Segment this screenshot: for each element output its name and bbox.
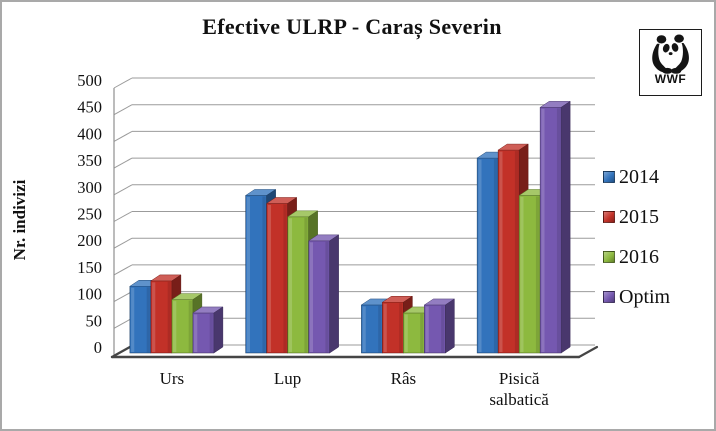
y-tick-label: 250 (77, 205, 102, 224)
legend-swatch-2014 (603, 171, 615, 183)
gridline-depth-tick (113, 317, 133, 329)
bar-Optim-Urs (192, 306, 224, 354)
y-tick-label: 450 (77, 98, 102, 117)
floor-left-edge (110, 345, 132, 359)
floor-right-edge (577, 345, 599, 359)
gridline-depth-tick (113, 104, 133, 116)
y-tick-label: 400 (77, 124, 102, 143)
x-tick-label-Râs: Râs (390, 369, 417, 388)
legend-swatch-Optim (603, 291, 615, 303)
x-tick-label-Pisică-salbatică: Pisică salbatică (489, 369, 549, 409)
gridline-depth-tick (113, 211, 133, 222)
legend-label-2015: 2015 (619, 205, 659, 228)
legend-item-2016: 2016 (603, 245, 670, 269)
gridline-depth-tick (113, 264, 133, 276)
legend-item-2014: 2014 (603, 165, 670, 189)
legend: 2014 2015 2016 Optim (603, 165, 670, 325)
legend-swatch-2015 (603, 211, 615, 223)
chart-title: Efective ULRP - Caraș Severin (202, 14, 502, 39)
legend-label-Optim: Optim (619, 285, 671, 308)
wwf-logo: WWF (639, 29, 702, 96)
legend-label-2016: 2016 (619, 245, 659, 268)
gridline-depth-tick (113, 291, 133, 303)
y-tick-label: 0 (94, 338, 102, 357)
panda-icon (651, 34, 689, 74)
gridline-depth-tick (113, 237, 133, 249)
y-tick-label: 100 (77, 285, 102, 304)
legend-item-2015: 2015 (603, 205, 670, 229)
gridline-depth-tick (113, 184, 133, 196)
x-tick-label-Urs: Urs (159, 369, 185, 388)
y-tick-label: 350 (77, 151, 102, 170)
y-tick-label: 500 (77, 71, 102, 90)
gridline-depth-tick (113, 157, 133, 169)
y-tick-label: 200 (77, 231, 102, 250)
legend-label-2014: 2014 (619, 165, 659, 188)
gridline-depth-tick (113, 77, 133, 89)
bar-Optim-Râs (423, 298, 456, 354)
legend-swatch-2016 (603, 251, 615, 263)
legend-item-Optim: Optim (603, 285, 670, 309)
wwf-logo-text: WWF (654, 72, 687, 86)
x-tick-label-Lup: Lup (273, 369, 302, 388)
y-tick-label: 300 (77, 178, 102, 197)
gridline-depth-tick (113, 130, 133, 142)
y-tick-label: 150 (77, 258, 102, 277)
bar-Optim-Lup (307, 234, 340, 354)
y-tick-label: 50 (86, 311, 103, 330)
bar-Optim-Pisică-salbatică (539, 100, 571, 354)
